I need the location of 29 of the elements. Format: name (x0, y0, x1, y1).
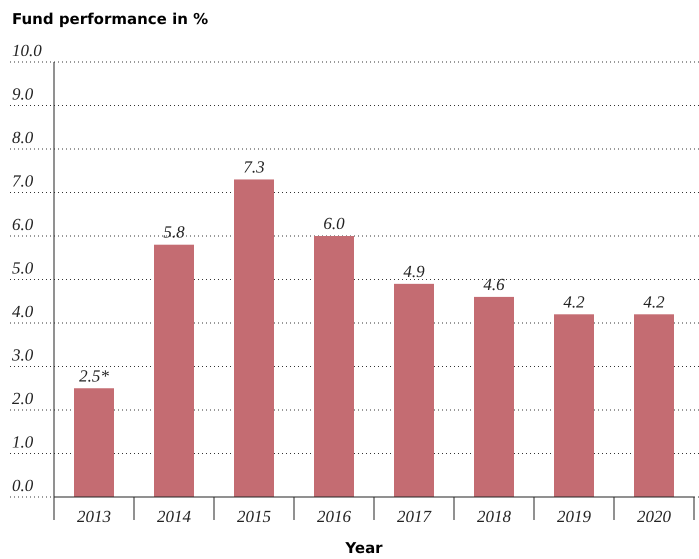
data-label: 4.9 (403, 262, 426, 281)
x-tick-label: 2015 (237, 507, 271, 526)
data-label: 7.3 (243, 157, 265, 176)
y-tick-label: 0.0 (12, 476, 34, 495)
data-label: 4.6 (483, 274, 506, 294)
y-tick-label: 6.0 (12, 215, 34, 234)
data-label: 5.8 (163, 222, 186, 242)
x-tick-label: 2020 (637, 507, 672, 526)
y-tick-label: 3.0 (11, 346, 34, 364)
x-tick-label: 2017 (397, 507, 432, 526)
y-tick-label: 4.0 (12, 302, 34, 321)
data-label: 4.2 (563, 292, 586, 312)
x-axis-title: Year (344, 539, 384, 557)
x-tick-label: 2019 (557, 507, 592, 526)
y-tick-label: 2.0 (12, 389, 34, 408)
x-tick-label: 2014 (157, 507, 192, 526)
y-tick-label: 7.0 (12, 172, 34, 190)
y-tick-label: 10.0 (12, 41, 42, 60)
x-tick-label: 2018 (477, 507, 512, 526)
data-label: 4.2 (643, 292, 666, 312)
chart-title: Fund performance in % (12, 10, 208, 28)
y-tick-label: 1.0 (12, 432, 34, 452)
x-tick-label: 2013 (77, 507, 111, 526)
data-label: 6.0 (323, 214, 346, 233)
data-label: 2.5* (79, 366, 110, 386)
y-tick-label: 8.0 (12, 128, 34, 147)
x-tick-label: 2016 (317, 507, 352, 526)
y-tick-label: 5.0 (12, 258, 34, 278)
y-tick-label: 9.0 (12, 84, 34, 104)
